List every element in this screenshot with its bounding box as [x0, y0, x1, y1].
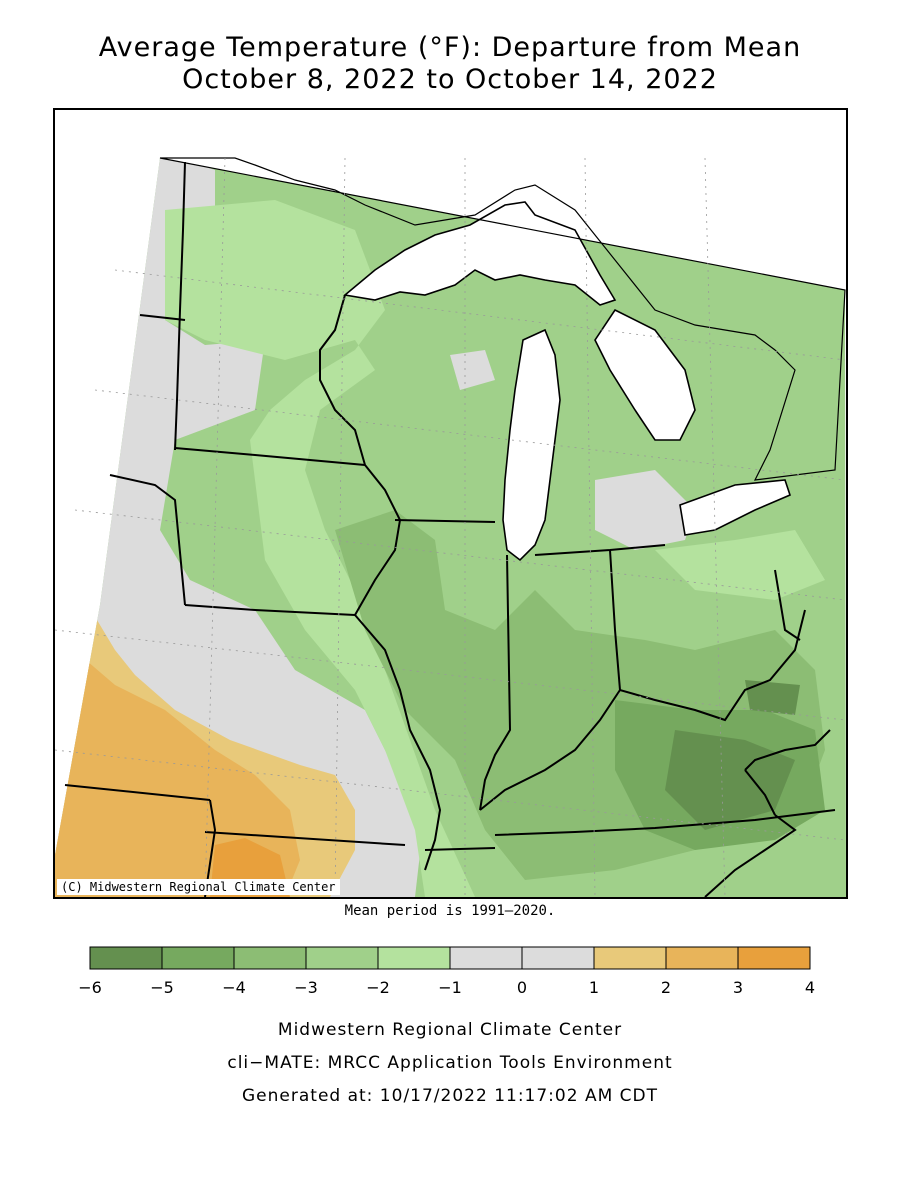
va-border [704, 814, 797, 897]
legend-tick-2: −4 [222, 978, 246, 997]
legend-box-9 [737, 946, 811, 970]
legend-box-1 [161, 946, 235, 970]
legend-tick-4: −2 [366, 978, 390, 997]
in-oh-border [609, 549, 621, 691]
mo-mississippi [354, 614, 442, 871]
oh-pa-border [774, 569, 801, 641]
il-wi-border [394, 519, 496, 523]
legend-tick-9: 3 [733, 978, 743, 997]
zone-near-normal-wisconsin [450, 350, 495, 390]
ne-ks-border [64, 784, 211, 801]
graticule [55, 157, 846, 897]
mo-ks-border [204, 799, 217, 897]
mn-ia-border [174, 447, 366, 466]
mi-in-oh-border [534, 544, 666, 556]
zone-minus2-minus1-east [655, 530, 825, 600]
legend-tick-10: 4 [805, 978, 815, 997]
legend-box-3 [305, 946, 379, 970]
sd-nd-border [139, 314, 186, 321]
lake-superior [343, 201, 617, 306]
legend-box-6 [521, 946, 595, 970]
ky-va-border [744, 769, 776, 816]
footer-org: Midwestern Regional Climate Center [277, 1020, 623, 1040]
copyright-label: (C) Midwestern Regional Climate Center [57, 879, 340, 895]
zone-near-normal-michigan [595, 470, 695, 550]
departure-map: (C) Midwestern Regional Climate Center [53, 108, 848, 899]
legend-color-boxes [89, 946, 811, 970]
legend-tick-3: −3 [294, 978, 318, 997]
map-date-range: October 8, 2022 to October 14, 2022 [182, 64, 718, 95]
mean-period-note: Mean period is 1991–2020. [344, 903, 556, 919]
footer-generated: Generated at: 10/17/2022 11:17:02 AM CDT [242, 1086, 658, 1106]
lake-huron [594, 308, 696, 441]
ky-tn-border [494, 809, 836, 836]
color-legend: −6 −5 −4 −3 −2 −1 0 1 2 3 4 [78, 946, 815, 997]
mn-wi-border [319, 294, 366, 466]
lake-erie [679, 479, 791, 536]
legend-box-2 [233, 946, 307, 970]
zone-minus6-minus5-ohio [745, 680, 800, 715]
zone-minus6-minus5 [665, 730, 795, 830]
map-title: Average Temperature (°F): Departure from… [98, 32, 802, 63]
zone-minus2-minus1 [165, 200, 475, 897]
legend-tick-1: −5 [150, 978, 174, 997]
lake-michigan [502, 328, 561, 562]
il-in-border [479, 554, 512, 811]
legend-tick-7: 1 [589, 978, 599, 997]
ky-wv-border [744, 729, 831, 771]
legend-tick-0: −6 [78, 978, 102, 997]
state-boundaries [64, 161, 836, 897]
sd-ne-border [109, 474, 186, 606]
legend-tick-6: 0 [517, 978, 527, 997]
legend-box-0 [89, 946, 163, 970]
ks-ok-border [204, 831, 406, 846]
ia-mississippi [354, 464, 402, 616]
ohio-river [479, 609, 806, 811]
canada-border [159, 157, 846, 481]
legend-box-5 [449, 946, 523, 970]
legend-tick-8: 2 [661, 978, 671, 997]
legend-box-4 [377, 946, 451, 970]
legend-tick-5: −1 [438, 978, 462, 997]
ia-mo-border [184, 604, 356, 616]
tn-state-line [424, 847, 496, 851]
zone-plus2-plus3 [55, 655, 300, 897]
legend-tick-labels: −6 −5 −4 −3 −2 −1 0 1 2 3 4 [78, 978, 815, 997]
great-lakes [343, 201, 791, 562]
mn-nd-border [174, 161, 186, 451]
legend-box-7 [593, 946, 667, 970]
legend-box-8 [665, 946, 739, 970]
footer-tool: cli−MATE: MRCC Application Tools Environ… [227, 1053, 673, 1073]
map-canvas [55, 157, 846, 897]
